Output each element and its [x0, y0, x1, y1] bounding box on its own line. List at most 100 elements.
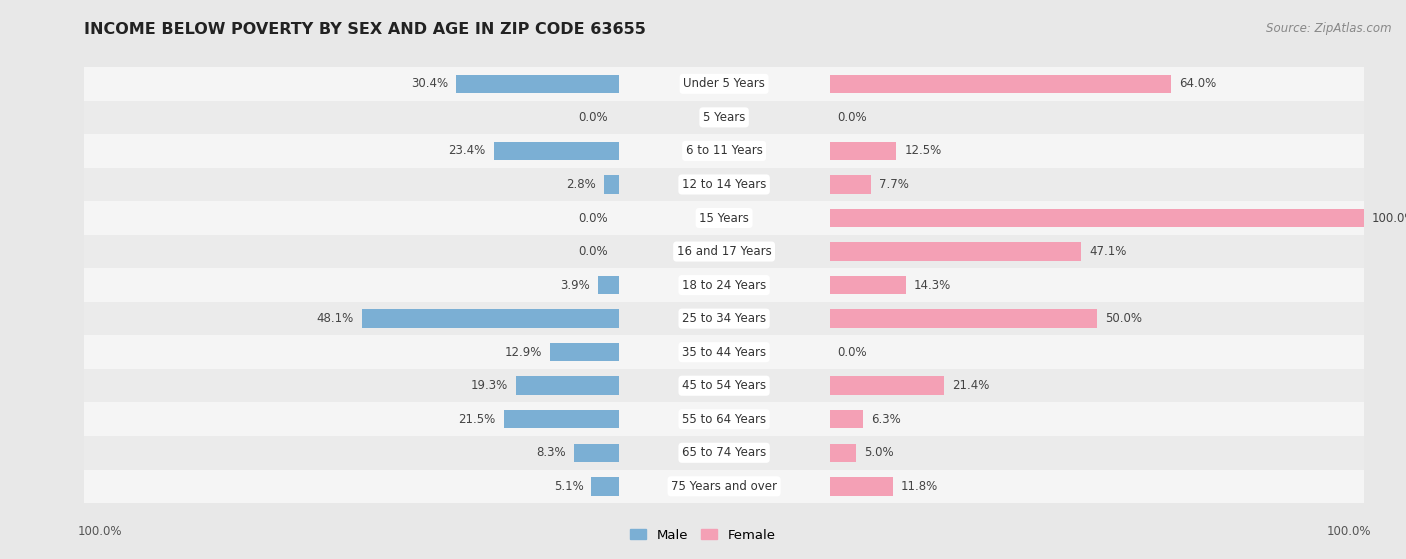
Bar [598, 276, 619, 295]
Bar [619, 168, 830, 201]
Text: 12 to 14 Years: 12 to 14 Years [682, 178, 766, 191]
Text: 5.1%: 5.1% [554, 480, 583, 493]
Text: 12.5%: 12.5% [904, 144, 942, 158]
Bar [830, 75, 1171, 93]
Bar [830, 402, 1364, 436]
Bar [84, 201, 619, 235]
Bar [84, 134, 619, 168]
Bar [830, 209, 1364, 227]
Bar [503, 410, 619, 428]
Bar [619, 369, 830, 402]
Text: 23.4%: 23.4% [449, 144, 485, 158]
Text: 8.3%: 8.3% [537, 446, 567, 459]
Bar [619, 268, 830, 302]
Bar [830, 302, 1364, 335]
Text: 0.0%: 0.0% [838, 345, 868, 359]
Text: 65 to 74 Years: 65 to 74 Years [682, 446, 766, 459]
Bar [830, 268, 1364, 302]
Legend: Male, Female: Male, Female [626, 523, 780, 547]
Text: 15 Years: 15 Years [699, 211, 749, 225]
Bar [361, 310, 619, 328]
Bar [830, 276, 905, 295]
Bar [456, 75, 619, 93]
Bar [830, 176, 870, 194]
Text: 100.0%: 100.0% [77, 525, 122, 538]
Text: 47.1%: 47.1% [1090, 245, 1126, 258]
Bar [830, 134, 1364, 168]
Bar [830, 477, 893, 495]
Text: 35 to 44 Years: 35 to 44 Years [682, 345, 766, 359]
Text: Source: ZipAtlas.com: Source: ZipAtlas.com [1267, 22, 1392, 35]
Text: 0.0%: 0.0% [838, 111, 868, 124]
Text: 75 Years and over: 75 Years and over [671, 480, 778, 493]
Bar [84, 436, 619, 470]
Bar [830, 410, 863, 428]
Text: 100.0%: 100.0% [1326, 525, 1371, 538]
Text: 2.8%: 2.8% [567, 178, 596, 191]
Text: 5 Years: 5 Years [703, 111, 745, 124]
Bar [619, 101, 830, 134]
Bar [84, 335, 619, 369]
Bar [830, 67, 1364, 101]
Bar [619, 470, 830, 503]
Bar [830, 101, 1364, 134]
Text: 0.0%: 0.0% [578, 111, 607, 124]
Text: 12.9%: 12.9% [505, 345, 541, 359]
Text: 18 to 24 Years: 18 to 24 Years [682, 278, 766, 292]
Text: 50.0%: 50.0% [1105, 312, 1142, 325]
Text: 6.3%: 6.3% [872, 413, 901, 426]
Text: 11.8%: 11.8% [901, 480, 938, 493]
Bar [830, 168, 1364, 201]
Bar [619, 335, 830, 369]
Bar [830, 335, 1364, 369]
Bar [84, 302, 619, 335]
Bar [619, 201, 830, 235]
Text: 14.3%: 14.3% [914, 278, 952, 292]
Bar [84, 101, 619, 134]
Bar [619, 235, 830, 268]
Bar [830, 235, 1364, 268]
Bar [830, 243, 1081, 260]
Bar [830, 142, 897, 160]
Text: 25 to 34 Years: 25 to 34 Years [682, 312, 766, 325]
Text: 100.0%: 100.0% [1372, 211, 1406, 225]
Bar [84, 67, 619, 101]
Bar [830, 369, 1364, 402]
Bar [516, 377, 619, 395]
Bar [830, 444, 856, 462]
Text: 21.5%: 21.5% [458, 413, 496, 426]
Bar [830, 436, 1364, 470]
Bar [84, 268, 619, 302]
Bar [619, 402, 830, 436]
Bar [603, 176, 619, 194]
Text: 5.0%: 5.0% [865, 446, 894, 459]
Bar [830, 310, 1097, 328]
Bar [574, 444, 619, 462]
Bar [619, 436, 830, 470]
Text: 45 to 54 Years: 45 to 54 Years [682, 379, 766, 392]
Text: 6 to 11 Years: 6 to 11 Years [686, 144, 762, 158]
Bar [84, 235, 619, 268]
Bar [619, 302, 830, 335]
Bar [84, 168, 619, 201]
Bar [830, 201, 1364, 235]
Text: 19.3%: 19.3% [470, 379, 508, 392]
Bar [592, 477, 619, 495]
Text: 48.1%: 48.1% [316, 312, 354, 325]
Bar [619, 67, 830, 101]
Text: 3.9%: 3.9% [560, 278, 589, 292]
Bar [84, 402, 619, 436]
Bar [84, 470, 619, 503]
Text: 7.7%: 7.7% [879, 178, 908, 191]
Text: 0.0%: 0.0% [578, 245, 607, 258]
Text: 64.0%: 64.0% [1180, 77, 1216, 91]
Text: 21.4%: 21.4% [952, 379, 990, 392]
Text: 30.4%: 30.4% [411, 77, 449, 91]
Text: 0.0%: 0.0% [578, 211, 607, 225]
Text: 55 to 64 Years: 55 to 64 Years [682, 413, 766, 426]
Bar [550, 343, 619, 362]
Bar [830, 377, 943, 395]
Text: 16 and 17 Years: 16 and 17 Years [676, 245, 772, 258]
Bar [494, 142, 619, 160]
Text: Under 5 Years: Under 5 Years [683, 77, 765, 91]
